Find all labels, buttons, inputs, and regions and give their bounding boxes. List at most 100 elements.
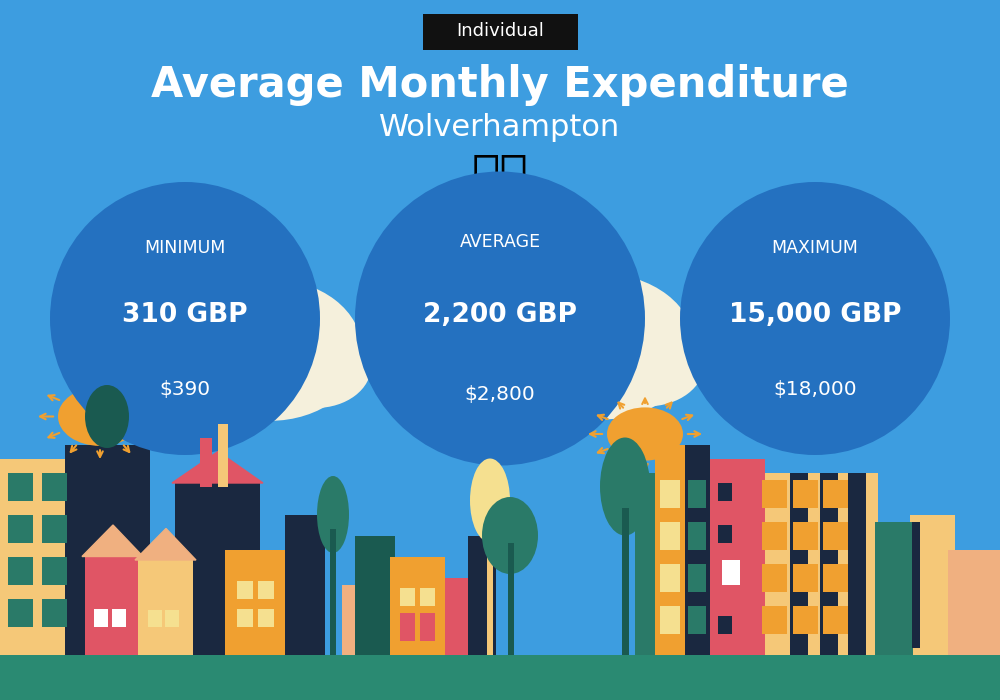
Bar bbox=[285, 514, 325, 654]
Bar bbox=[685, 444, 710, 654]
Bar bbox=[258, 581, 274, 598]
Bar bbox=[400, 588, 415, 606]
Bar bbox=[762, 522, 787, 550]
Bar bbox=[762, 564, 787, 592]
Bar bbox=[655, 444, 710, 654]
Bar bbox=[0, 654, 1000, 700]
Ellipse shape bbox=[317, 476, 349, 553]
Text: MAXIMUM: MAXIMUM bbox=[772, 239, 858, 256]
Bar bbox=[65, 444, 150, 654]
Bar bbox=[225, 550, 290, 654]
Bar bbox=[758, 473, 878, 654]
Bar bbox=[793, 564, 818, 592]
Bar bbox=[468, 536, 496, 654]
Bar bbox=[823, 564, 848, 592]
Polygon shape bbox=[82, 525, 143, 556]
Bar bbox=[112, 609, 126, 626]
Bar bbox=[258, 609, 274, 626]
Text: Individual: Individual bbox=[456, 22, 544, 41]
Bar bbox=[390, 556, 445, 654]
Ellipse shape bbox=[155, 312, 275, 408]
Ellipse shape bbox=[85, 385, 129, 448]
Bar bbox=[8, 556, 33, 584]
Bar bbox=[912, 522, 920, 648]
Text: 2,200 GBP: 2,200 GBP bbox=[423, 302, 577, 328]
Bar bbox=[660, 480, 680, 508]
Bar bbox=[722, 560, 740, 584]
Bar bbox=[138, 560, 193, 654]
Bar bbox=[790, 473, 808, 654]
Bar bbox=[355, 536, 395, 654]
Bar bbox=[422, 14, 578, 50]
Polygon shape bbox=[172, 452, 263, 483]
Bar bbox=[848, 473, 866, 654]
Bar bbox=[8, 514, 33, 542]
Bar bbox=[793, 606, 818, 634]
Bar bbox=[237, 581, 253, 598]
Bar bbox=[688, 480, 706, 508]
Bar bbox=[823, 522, 848, 550]
Text: $18,000: $18,000 bbox=[773, 380, 857, 399]
Bar bbox=[165, 610, 179, 627]
Text: 15,000 GBP: 15,000 GBP bbox=[729, 302, 901, 328]
Bar bbox=[218, 424, 228, 486]
Text: MINIMUM: MINIMUM bbox=[144, 239, 226, 256]
Text: 310 GBP: 310 GBP bbox=[122, 302, 248, 328]
Bar bbox=[688, 522, 706, 550]
Bar bbox=[148, 610, 162, 627]
Ellipse shape bbox=[470, 458, 510, 542]
Bar bbox=[508, 542, 514, 654]
Ellipse shape bbox=[481, 307, 605, 406]
Ellipse shape bbox=[600, 438, 650, 536]
Ellipse shape bbox=[590, 320, 704, 406]
Bar bbox=[688, 606, 706, 634]
Bar bbox=[793, 522, 818, 550]
Bar bbox=[8, 598, 33, 626]
Bar bbox=[42, 598, 67, 626]
Bar bbox=[42, 514, 67, 542]
Bar bbox=[420, 612, 435, 640]
Bar bbox=[330, 528, 336, 654]
Bar bbox=[710, 458, 765, 654]
Text: $2,800: $2,800 bbox=[465, 386, 535, 405]
Text: 🇬🇧: 🇬🇧 bbox=[472, 153, 528, 197]
Bar bbox=[42, 473, 67, 500]
Bar bbox=[823, 480, 848, 508]
Bar bbox=[660, 522, 680, 550]
Text: AVERAGE: AVERAGE bbox=[459, 233, 541, 251]
Bar bbox=[42, 556, 67, 584]
Bar bbox=[793, 480, 818, 508]
Polygon shape bbox=[135, 528, 196, 560]
Ellipse shape bbox=[355, 172, 645, 466]
Ellipse shape bbox=[261, 324, 371, 408]
Bar bbox=[420, 588, 435, 606]
Bar bbox=[0, 458, 75, 654]
Ellipse shape bbox=[607, 407, 683, 461]
Bar bbox=[948, 550, 1000, 654]
Bar bbox=[718, 525, 732, 542]
Bar bbox=[660, 606, 680, 634]
Ellipse shape bbox=[58, 387, 142, 446]
Bar bbox=[762, 480, 787, 508]
Bar bbox=[718, 483, 732, 500]
Text: Wolverhampton: Wolverhampton bbox=[379, 113, 621, 142]
Bar bbox=[342, 584, 397, 654]
Bar bbox=[762, 606, 787, 634]
Bar bbox=[823, 606, 848, 634]
Ellipse shape bbox=[50, 182, 320, 455]
Bar bbox=[237, 609, 253, 626]
Bar bbox=[94, 609, 108, 626]
Bar bbox=[635, 473, 680, 654]
Text: Average Monthly Expenditure: Average Monthly Expenditure bbox=[151, 64, 849, 106]
Bar bbox=[445, 578, 487, 655]
Bar bbox=[487, 514, 493, 654]
Ellipse shape bbox=[178, 279, 362, 421]
Bar bbox=[622, 508, 629, 654]
Bar bbox=[910, 514, 955, 654]
Bar bbox=[875, 522, 913, 654]
Bar bbox=[820, 473, 838, 654]
Bar bbox=[718, 616, 732, 634]
Ellipse shape bbox=[505, 274, 695, 419]
Bar bbox=[85, 556, 140, 654]
Bar bbox=[660, 564, 680, 592]
